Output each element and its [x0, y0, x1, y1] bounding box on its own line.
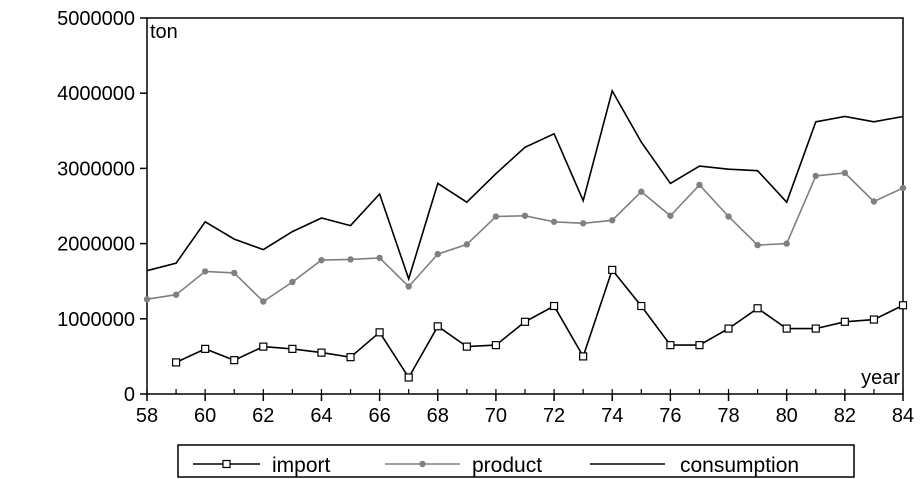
x-tick-label: 66	[368, 405, 390, 427]
x-tick-label: 78	[717, 405, 739, 427]
data-point-product	[231, 269, 238, 277]
data-point-import	[230, 356, 239, 365]
data-point-product	[754, 241, 761, 249]
data-point-import	[811, 324, 820, 333]
data-point-product	[899, 184, 907, 192]
data-point-import	[346, 353, 355, 362]
plot-area-border	[146, 17, 904, 395]
y-tick-label: 2000000	[57, 234, 135, 256]
data-point-import	[666, 341, 675, 350]
x-tick-label: 80	[776, 405, 798, 427]
y-tick-label: 3000000	[57, 158, 135, 180]
y-axis: 0 1000000 2000000 3000000 4000000 5000000	[57, 8, 147, 406]
data-point-import	[695, 341, 704, 350]
x-tick-label: 72	[543, 405, 565, 427]
data-point-import	[579, 352, 588, 361]
data-point-import	[259, 342, 268, 351]
y-tick-label: 0	[124, 384, 135, 406]
data-point-import	[898, 301, 908, 310]
data-point-import	[782, 324, 791, 333]
plot-frame	[146, 17, 904, 395]
x-tick-label: 58	[136, 405, 158, 427]
data-point-product	[434, 250, 441, 258]
data-point-product	[260, 298, 267, 305]
data-point-product	[201, 268, 209, 275]
data-point-product	[289, 278, 296, 286]
legend-label-consumption: consumption	[680, 454, 799, 477]
series-layer	[143, 88, 908, 382]
x-tick-label: 74	[601, 405, 623, 427]
legend: import product consumption	[177, 444, 855, 478]
data-point-import	[491, 341, 501, 350]
data-point-product	[638, 188, 645, 195]
y-tick-label: 1000000	[57, 309, 135, 331]
data-point-import	[288, 344, 297, 353]
data-point-product	[696, 181, 703, 189]
legend-marker-import	[222, 459, 231, 469]
data-point-product	[172, 291, 180, 298]
x-tick-label: 84	[892, 405, 914, 427]
x-tick-label: 62	[252, 405, 274, 427]
x-tick-label: 68	[427, 405, 449, 427]
legend-box	[177, 444, 855, 478]
data-point-import	[433, 322, 442, 331]
data-point-import	[404, 373, 413, 382]
y-tick-label: 4000000	[57, 83, 135, 105]
x-axis: 58 60 62 64 66 68 70 72 74 76 78 80 82 84	[136, 389, 914, 427]
x-tick-label: 60	[194, 405, 216, 427]
legend-label-import: import	[272, 454, 331, 477]
x-axis-unit-label: year	[861, 367, 900, 389]
data-point-product	[783, 240, 790, 247]
x-tick-label: 82	[834, 405, 856, 427]
data-point-import	[171, 358, 181, 367]
data-point-import	[608, 265, 617, 275]
data-point-product	[405, 283, 412, 290]
data-point-product	[667, 212, 674, 219]
series-line-import	[175, 268, 904, 380]
series-line-consumption	[146, 88, 904, 282]
data-point-import	[549, 301, 559, 311]
data-point-product	[609, 217, 616, 224]
data-point-import	[869, 315, 879, 324]
x-tick-label: 70	[485, 405, 507, 427]
data-point-import	[753, 304, 762, 313]
data-point-import	[375, 328, 384, 337]
data-point-import	[724, 324, 733, 333]
x-tick-label: 76	[659, 405, 681, 427]
data-point-product	[143, 296, 151, 303]
data-point-product	[841, 169, 849, 177]
data-point-product	[492, 213, 500, 220]
legend-label-product: product	[472, 454, 542, 477]
x-tick-label: 64	[310, 405, 332, 427]
data-point-import	[462, 342, 471, 351]
data-point-product	[463, 241, 471, 248]
data-point-product	[870, 198, 878, 205]
y-tick-label: 5000000	[57, 8, 135, 30]
data-point-product	[579, 220, 587, 227]
legend-marker-product	[419, 460, 426, 468]
data-point-import	[520, 317, 530, 326]
data-point-product	[318, 256, 325, 264]
data-point-import	[201, 344, 210, 353]
data-point-import	[840, 317, 849, 326]
data-point-product	[725, 213, 732, 220]
data-point-product	[812, 172, 819, 180]
data-point-import	[637, 301, 646, 311]
data-point-product	[550, 218, 558, 225]
data-point-import	[317, 348, 326, 357]
data-point-product	[347, 256, 354, 263]
data-point-product	[376, 254, 383, 262]
data-point-product	[521, 212, 529, 219]
y-axis-unit-label: ton	[150, 21, 178, 43]
